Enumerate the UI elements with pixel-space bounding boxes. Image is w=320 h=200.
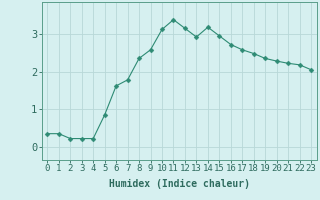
X-axis label: Humidex (Indice chaleur): Humidex (Indice chaleur) bbox=[109, 179, 250, 189]
